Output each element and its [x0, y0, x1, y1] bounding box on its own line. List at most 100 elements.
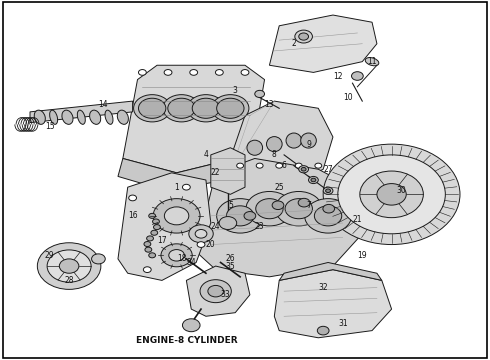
Ellipse shape: [301, 133, 317, 148]
Text: 15: 15: [45, 122, 54, 131]
Polygon shape: [118, 158, 235, 191]
Text: 6: 6: [282, 161, 287, 170]
Text: 27: 27: [323, 165, 333, 174]
Text: 11: 11: [368, 57, 377, 66]
Circle shape: [323, 204, 335, 213]
Ellipse shape: [49, 110, 58, 124]
Text: 2: 2: [292, 39, 296, 48]
Circle shape: [163, 95, 200, 122]
Circle shape: [212, 95, 249, 122]
Text: 1: 1: [174, 183, 179, 192]
Circle shape: [255, 90, 265, 98]
Text: 31: 31: [338, 319, 347, 328]
Circle shape: [169, 249, 184, 261]
Polygon shape: [30, 101, 133, 123]
Circle shape: [309, 176, 318, 184]
Circle shape: [147, 236, 153, 241]
Ellipse shape: [247, 140, 263, 155]
Ellipse shape: [77, 110, 85, 124]
Circle shape: [195, 229, 207, 238]
Circle shape: [315, 163, 322, 168]
Text: 30: 30: [396, 186, 406, 195]
Circle shape: [219, 217, 237, 229]
Circle shape: [149, 213, 156, 219]
Circle shape: [360, 171, 423, 218]
Circle shape: [299, 33, 309, 40]
Circle shape: [129, 195, 137, 201]
Circle shape: [301, 167, 306, 171]
Text: 34: 34: [186, 258, 196, 267]
Circle shape: [326, 189, 331, 193]
Text: 10: 10: [343, 93, 352, 102]
Circle shape: [217, 199, 264, 233]
Ellipse shape: [365, 58, 379, 66]
Circle shape: [241, 69, 249, 75]
Text: 29: 29: [45, 251, 54, 260]
Polygon shape: [270, 15, 377, 72]
Circle shape: [298, 198, 310, 207]
Ellipse shape: [267, 136, 282, 152]
Text: 13: 13: [265, 100, 274, 109]
Circle shape: [311, 178, 316, 182]
Polygon shape: [279, 262, 382, 280]
Text: 4: 4: [203, 150, 208, 159]
Ellipse shape: [286, 133, 302, 148]
Circle shape: [216, 69, 223, 75]
Circle shape: [217, 98, 244, 118]
Circle shape: [323, 144, 460, 244]
Circle shape: [153, 225, 160, 230]
Circle shape: [323, 187, 333, 194]
Circle shape: [351, 72, 363, 80]
Polygon shape: [186, 266, 250, 316]
Circle shape: [47, 250, 91, 282]
Circle shape: [139, 98, 166, 118]
Circle shape: [149, 253, 156, 258]
Circle shape: [168, 98, 195, 118]
Circle shape: [144, 242, 151, 247]
Circle shape: [256, 163, 263, 168]
Text: 17: 17: [157, 237, 167, 246]
Text: 7: 7: [306, 201, 311, 210]
Circle shape: [192, 98, 220, 118]
Ellipse shape: [105, 110, 113, 124]
Circle shape: [256, 199, 283, 219]
Circle shape: [161, 244, 192, 267]
Circle shape: [59, 259, 79, 273]
Circle shape: [275, 192, 322, 226]
Circle shape: [182, 184, 190, 190]
Circle shape: [244, 212, 256, 220]
Circle shape: [272, 201, 284, 210]
Text: 22: 22: [211, 168, 220, 177]
Text: 24: 24: [211, 222, 220, 231]
Ellipse shape: [117, 110, 128, 124]
Text: 3: 3: [233, 86, 238, 95]
Circle shape: [164, 69, 172, 75]
Circle shape: [338, 155, 445, 234]
Text: 23: 23: [255, 222, 265, 231]
Text: 20: 20: [206, 240, 216, 249]
Circle shape: [226, 206, 254, 226]
Polygon shape: [123, 65, 265, 173]
Circle shape: [152, 219, 159, 224]
Text: 33: 33: [220, 290, 230, 299]
Circle shape: [145, 247, 152, 252]
Text: 18: 18: [177, 255, 186, 264]
Circle shape: [190, 69, 197, 75]
Circle shape: [305, 199, 351, 233]
Polygon shape: [196, 158, 362, 277]
Text: 9: 9: [306, 140, 311, 149]
Circle shape: [134, 95, 171, 122]
Circle shape: [197, 242, 205, 247]
Circle shape: [276, 163, 283, 168]
Circle shape: [200, 280, 231, 303]
Circle shape: [139, 69, 147, 75]
Circle shape: [187, 95, 224, 122]
Circle shape: [37, 243, 101, 289]
Text: 21: 21: [353, 215, 362, 224]
Text: 25: 25: [274, 183, 284, 192]
Text: 26: 26: [225, 255, 235, 264]
Ellipse shape: [62, 110, 73, 124]
Circle shape: [153, 199, 200, 233]
Circle shape: [295, 163, 302, 168]
Circle shape: [208, 285, 223, 297]
